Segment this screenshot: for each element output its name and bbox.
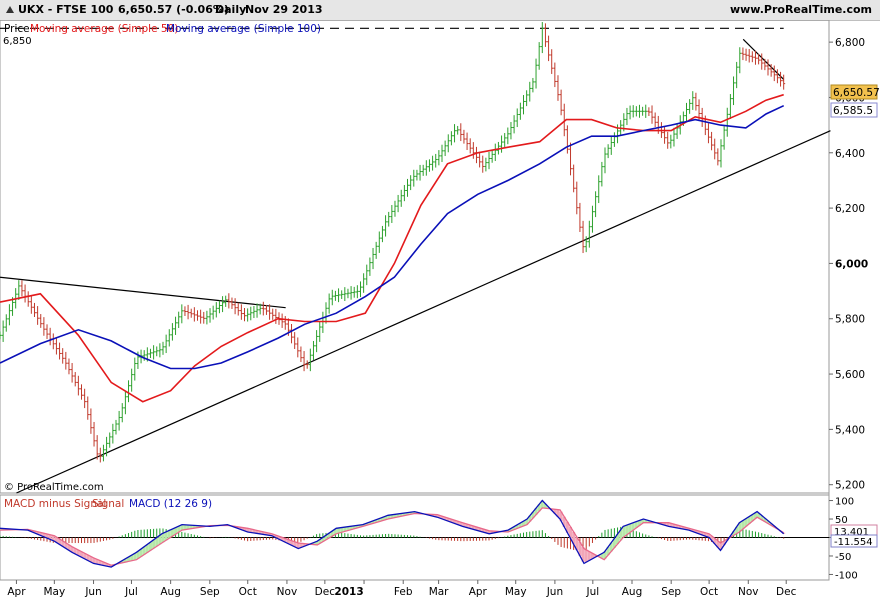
- ma100-line: [0, 104, 785, 370]
- x-axis-label: Aug: [160, 586, 181, 598]
- ma50-line: [0, 93, 784, 403]
- instrument-symbol: UKX - FTSE 100: [18, 3, 114, 16]
- x-axis-label: Mar: [429, 586, 449, 598]
- x-axis-label: Jul: [124, 586, 138, 598]
- chart-header: UKX - FTSE 100 6,650.57 (-0.06%) Daily N…: [0, 0, 880, 21]
- legend-ma50-label: Moving average (Simple 50): [30, 23, 178, 35]
- price-panel: [0, 22, 831, 494]
- last-price-tag: 6,650.57: [830, 84, 880, 100]
- ohlc-bars: [0, 22, 786, 463]
- macd-axis-label: 100: [835, 497, 854, 508]
- price-axis-label: 6,000: [835, 258, 868, 270]
- x-axis-label: Jul: [585, 586, 599, 598]
- date-label: Nov 29 2013: [245, 3, 323, 16]
- x-axis-label: Aug: [622, 586, 643, 598]
- legend-price-label: Price: [4, 23, 30, 35]
- chart-canvas: 5,2005,4005,6005,8006,0006,2006,4006,600…: [0, 20, 880, 598]
- period-label: Daily: [215, 3, 247, 16]
- macd-panel: [0, 499, 829, 568]
- price-axis-label: 5,400: [835, 424, 865, 436]
- x-axis-label: Sep: [200, 586, 220, 598]
- trendline-early-downtrend: [0, 276, 286, 309]
- macd-axis-label: -50: [835, 552, 851, 563]
- x-axis-label: Dec: [315, 586, 336, 598]
- x-axis-label: Apr: [7, 586, 26, 598]
- trendline-uptrend: [16, 130, 831, 494]
- legend-macd-label: MACD (12 26 9): [129, 498, 212, 510]
- x-axis-label: Nov: [277, 586, 298, 598]
- last-price-change: 6,650.57 (-0.06%): [118, 3, 229, 16]
- price-axis-label: 6,200: [835, 203, 865, 215]
- svg-text:13.401: 13.401: [834, 527, 869, 538]
- resistance-label: 6,850: [3, 36, 32, 47]
- macd-line: [0, 499, 785, 568]
- price-axis-label: 6,400: [835, 148, 865, 160]
- legend-macd-hist-label: MACD minus Signal: [4, 498, 106, 510]
- macd-signal-line: [0, 507, 785, 566]
- macd-axis-label: 50: [835, 515, 848, 526]
- x-axis-label: Apr: [469, 586, 488, 598]
- x-axis-label: Jun: [546, 586, 563, 598]
- price-axis-label: 6,800: [835, 37, 865, 49]
- axes: 5,2005,4005,6005,8006,0006,2006,4006,600…: [7, 37, 868, 598]
- price-axis-label: 5,600: [835, 369, 865, 381]
- macd-histogram: [0, 526, 785, 553]
- svg-text:-11.554: -11.554: [834, 537, 873, 548]
- panel-frames: [0, 20, 830, 581]
- price-axis-label: 5,800: [835, 314, 865, 326]
- legend-ma100-label: Moving average (Simple 100): [166, 23, 321, 35]
- site-url[interactable]: www.ProRealTime.com: [729, 3, 872, 16]
- watermark: © ProRealTime.com: [4, 482, 104, 493]
- legend-signal-label: Signal: [92, 498, 124, 510]
- collapse-triangle-icon[interactable]: [6, 6, 14, 13]
- x-axis-label: Sep: [661, 586, 681, 598]
- macd-signal-fill: [0, 500, 786, 567]
- svg-text:6,585.5: 6,585.5: [833, 105, 873, 117]
- x-axis-label: Jun: [84, 586, 101, 598]
- svg-text:6,650.57: 6,650.57: [833, 87, 880, 99]
- x-axis-label: May: [505, 586, 527, 598]
- price-axis-label: 5,200: [835, 480, 865, 492]
- x-axis-label: Dec: [776, 586, 797, 598]
- macd-axis-label: -100: [835, 570, 858, 581]
- macd-value-tag: -11.554: [830, 534, 878, 548]
- x-axis-label: 2013: [334, 586, 363, 598]
- x-axis-label: May: [43, 586, 65, 598]
- x-axis-label: Oct: [700, 586, 718, 598]
- x-axis-label: Oct: [239, 586, 257, 598]
- x-axis-label: Feb: [394, 586, 413, 598]
- ma-value-tag: 6,585.5: [830, 102, 878, 118]
- x-axis-label: Nov: [738, 586, 759, 598]
